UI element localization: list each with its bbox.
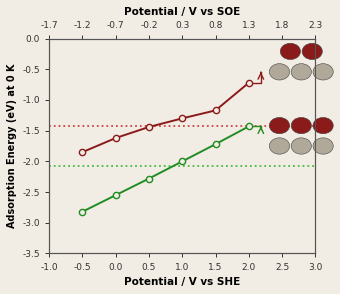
- Circle shape: [280, 43, 301, 60]
- X-axis label: Potential / V vs SHE: Potential / V vs SHE: [124, 277, 240, 287]
- Circle shape: [269, 117, 290, 134]
- X-axis label: Potential / V vs SOE: Potential / V vs SOE: [124, 7, 240, 17]
- Circle shape: [313, 138, 333, 154]
- Circle shape: [302, 43, 322, 60]
- Circle shape: [313, 117, 333, 134]
- Circle shape: [291, 64, 311, 80]
- Circle shape: [291, 138, 311, 154]
- Circle shape: [291, 117, 311, 134]
- Circle shape: [269, 64, 290, 80]
- Y-axis label: Adsorption Energy (eV) at 0 K: Adsorption Energy (eV) at 0 K: [7, 64, 17, 228]
- Circle shape: [269, 138, 290, 154]
- Circle shape: [313, 64, 333, 80]
